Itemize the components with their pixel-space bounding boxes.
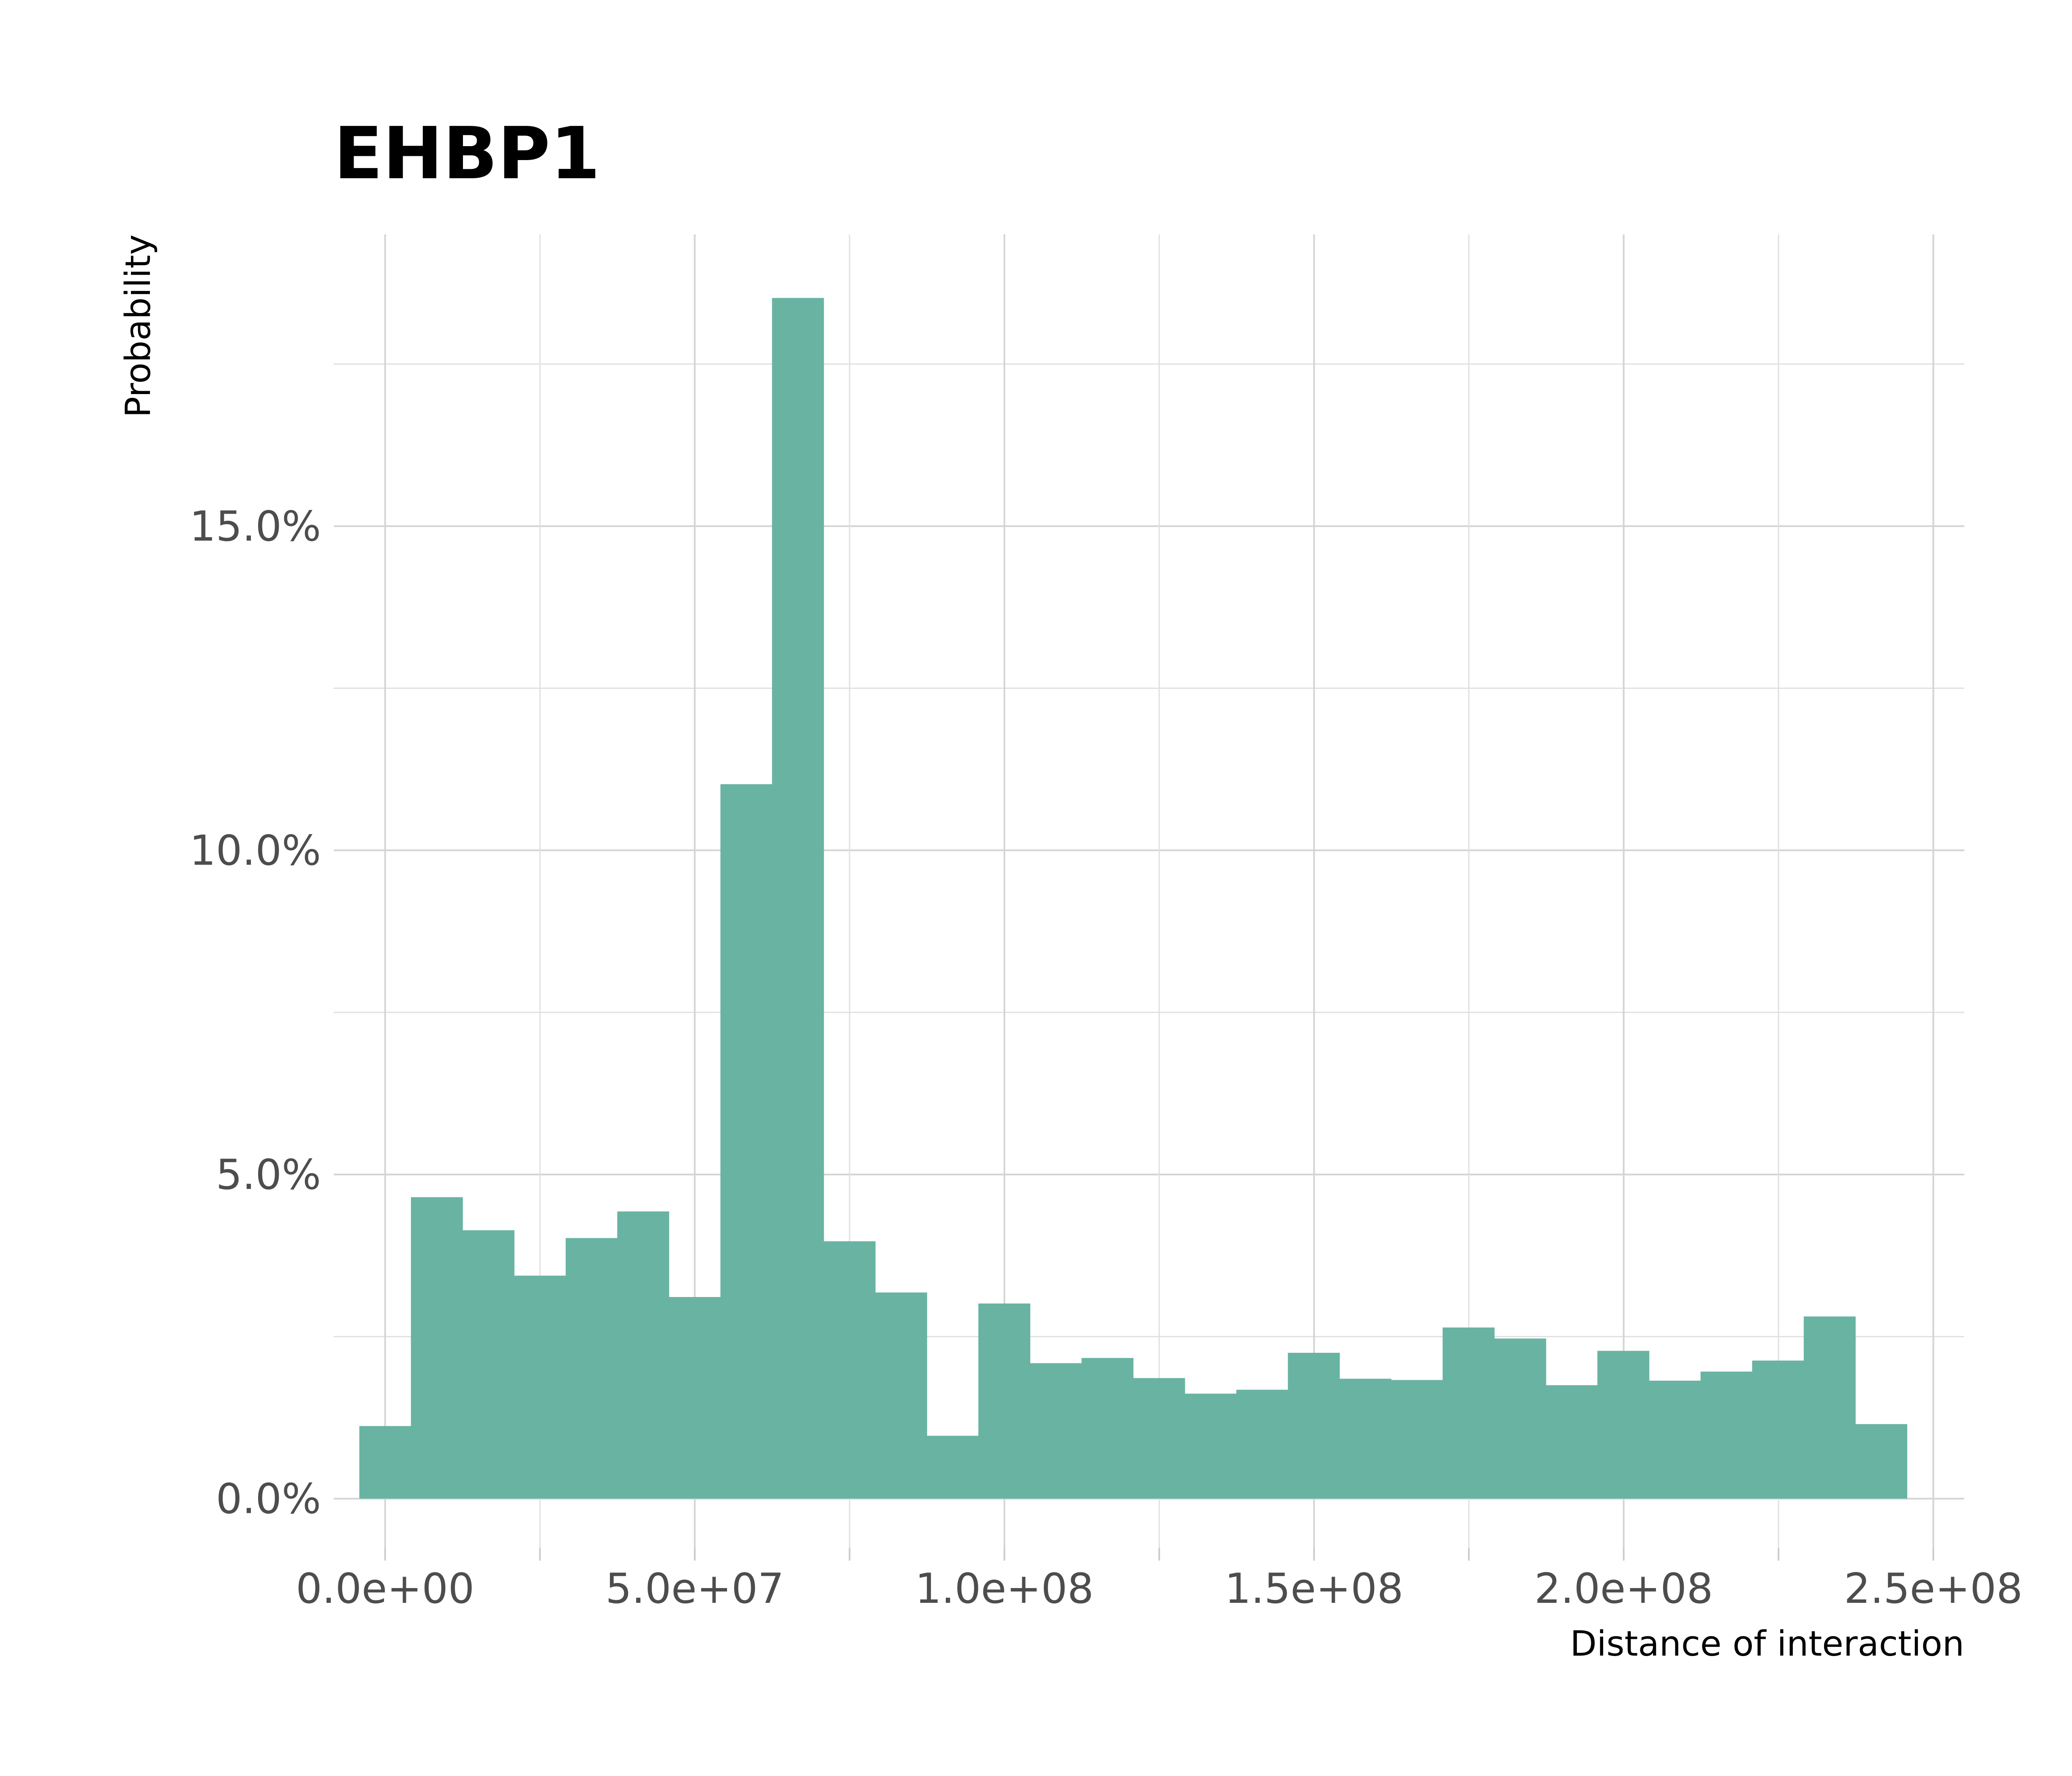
chart-title: EHBP1 — [334, 112, 600, 196]
histogram-bar — [617, 1211, 670, 1499]
histogram-bar — [720, 784, 773, 1499]
histogram-bar — [1546, 1385, 1598, 1499]
histogram-bar — [926, 1436, 979, 1499]
histogram-bar — [1184, 1393, 1237, 1499]
histogram-bar — [1752, 1360, 1804, 1499]
x-tick-label: 1.0e+08 — [915, 1565, 1094, 1613]
grid-layer — [334, 234, 1964, 1548]
histogram-bar — [1494, 1338, 1547, 1499]
histogram-bar — [1030, 1363, 1082, 1499]
histogram-bar — [462, 1230, 515, 1499]
histogram-bar — [669, 1297, 721, 1499]
histogram-bar — [1081, 1358, 1134, 1499]
histogram-bar — [772, 298, 824, 1499]
y-axis-title: Probability — [118, 234, 158, 417]
histogram-bar — [566, 1238, 618, 1499]
histogram-bar — [1855, 1424, 1907, 1499]
x-tick-label: 0.0e+00 — [296, 1565, 474, 1613]
x-tick-label: 2.5e+08 — [1844, 1565, 2023, 1613]
x-axis-title: Distance of interaction — [1570, 1624, 1964, 1664]
histogram-bar — [1649, 1380, 1701, 1499]
histogram-bar — [1443, 1327, 1495, 1499]
histogram-bar — [411, 1197, 463, 1499]
histogram-bar — [359, 1426, 411, 1499]
y-tick-label: 15.0% — [190, 503, 321, 551]
x-tick-label: 1.5e+08 — [1225, 1565, 1403, 1613]
y-tick-label: 10.0% — [190, 827, 321, 875]
histogram-bar — [1597, 1351, 1650, 1499]
histogram-bar — [875, 1292, 927, 1499]
y-tick-label: 5.0% — [216, 1151, 321, 1199]
histogram-bar — [823, 1241, 876, 1499]
histogram-bar — [1391, 1380, 1443, 1499]
histogram-bar — [514, 1276, 566, 1499]
x-tick-label: 2.0e+08 — [1534, 1565, 1713, 1613]
histogram-bar — [1236, 1390, 1288, 1499]
histogram-bar — [1339, 1379, 1391, 1499]
histogram-bar — [1133, 1378, 1185, 1499]
histogram-bar — [1803, 1316, 1856, 1499]
y-tick-label: 0.0% — [216, 1475, 321, 1523]
bar-layer — [359, 298, 1907, 1499]
x-tick-label: 5.0e+07 — [605, 1565, 784, 1613]
histogram-bar — [1288, 1352, 1340, 1499]
histogram-bar — [1700, 1371, 1753, 1499]
histogram-bar — [978, 1303, 1030, 1499]
tick-layer: 0.0e+00 5.0e+07 1.0e+08 1.5e+08 2.0e+08 2.5e+… — [190, 503, 2023, 1613]
